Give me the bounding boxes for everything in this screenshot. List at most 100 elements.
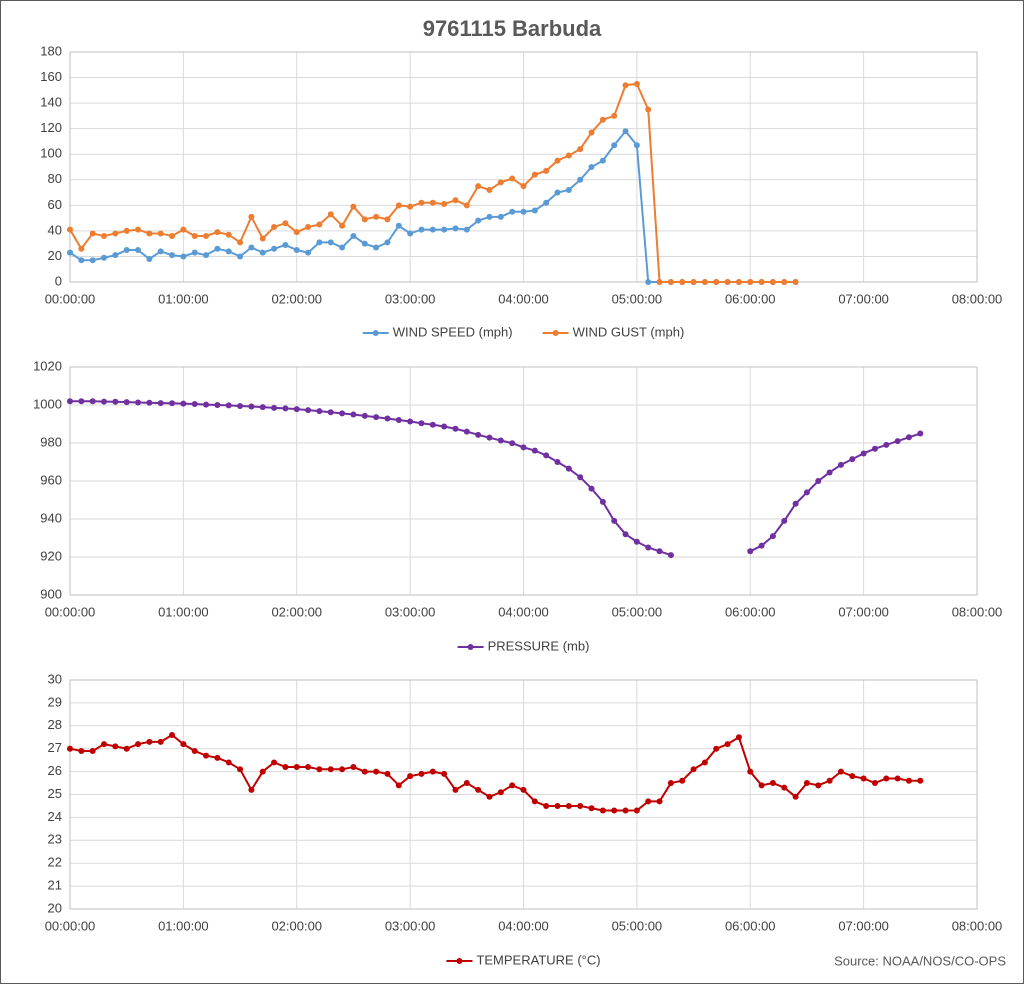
data-point — [837, 768, 844, 775]
data-point — [543, 167, 550, 174]
data-point — [611, 517, 618, 524]
data-point — [724, 741, 731, 748]
data-point — [554, 189, 561, 196]
y-tick-label: 20 — [48, 248, 62, 263]
y-tick-label: 940 — [40, 510, 62, 525]
data-point — [633, 142, 640, 149]
data-point — [78, 398, 85, 405]
data-point — [203, 752, 210, 759]
data-point — [735, 279, 742, 285]
data-point — [803, 780, 810, 787]
data-point — [645, 279, 652, 285]
data-point — [271, 759, 278, 766]
data-point — [849, 456, 856, 463]
data-point — [747, 768, 754, 775]
data-point — [588, 129, 595, 136]
data-point — [327, 766, 334, 773]
series-line — [69, 733, 921, 812]
y-tick-label: 25 — [48, 786, 62, 801]
data-point — [191, 249, 198, 256]
data-point — [157, 230, 164, 237]
data-point — [350, 411, 357, 418]
data-point — [384, 770, 391, 777]
data-point — [894, 438, 901, 445]
data-point — [407, 203, 414, 210]
data-point — [237, 402, 244, 409]
x-tick-label: 02:00:00 — [271, 918, 322, 933]
plot-border — [69, 51, 978, 283]
data-point — [135, 399, 142, 406]
data-point — [67, 398, 73, 405]
data-point — [452, 425, 459, 432]
data-point — [758, 782, 765, 789]
data-point — [282, 764, 289, 771]
x-tick-label: 06:00:00 — [725, 604, 776, 619]
data-point — [588, 805, 595, 812]
data-point — [259, 235, 266, 242]
data-point — [475, 217, 482, 224]
data-point — [248, 213, 255, 220]
data-point — [225, 248, 232, 255]
data-point — [486, 793, 493, 800]
data-point — [259, 404, 266, 411]
y-tick-label: 80 — [48, 171, 62, 186]
data-point — [905, 777, 912, 784]
data-point — [112, 398, 119, 405]
x-tick-label: 01:00:00 — [158, 918, 209, 933]
data-point — [271, 404, 278, 411]
data-point — [339, 244, 346, 251]
data-point — [384, 415, 391, 422]
data-point — [293, 406, 300, 413]
data-point — [384, 239, 391, 246]
data-point — [531, 171, 538, 178]
data-point — [565, 187, 572, 193]
data-point — [463, 780, 470, 787]
data-point — [599, 116, 606, 123]
data-point — [656, 279, 663, 285]
data-point — [611, 112, 618, 119]
data-point — [565, 465, 572, 472]
data-point — [327, 239, 334, 246]
data-point — [180, 253, 187, 260]
data-point — [497, 213, 504, 220]
y-tick-label: 22 — [48, 855, 62, 870]
data-point — [803, 489, 810, 496]
legend-label: TEMPERATURE (°C) — [476, 952, 600, 967]
data-point — [486, 187, 493, 193]
data-point — [622, 531, 629, 538]
data-point — [599, 807, 606, 814]
data-point — [89, 747, 96, 754]
data-point — [781, 517, 788, 524]
data-point — [871, 780, 878, 787]
data-point — [645, 106, 652, 113]
data-point — [361, 768, 368, 775]
data-point — [112, 230, 119, 237]
data-point — [611, 142, 618, 149]
data-point — [701, 759, 708, 766]
data-point — [645, 798, 652, 805]
data-point — [384, 216, 391, 223]
data-point — [67, 226, 73, 233]
x-tick-label: 07:00:00 — [838, 291, 889, 306]
data-point — [577, 474, 584, 481]
chart-title: 9761115 Barbuda — [423, 16, 602, 41]
plot-border — [69, 366, 978, 596]
data-point — [373, 768, 380, 775]
data-point — [633, 807, 640, 814]
data-point — [350, 203, 357, 210]
data-point — [554, 802, 561, 809]
y-tick-label: 920 — [40, 548, 62, 563]
data-point — [214, 229, 221, 236]
data-point — [713, 745, 720, 752]
data-point — [191, 747, 198, 754]
y-tick-label: 26 — [48, 763, 62, 778]
data-point — [67, 249, 73, 256]
data-point — [883, 775, 890, 782]
x-tick-label: 03:00:00 — [385, 291, 436, 306]
data-point — [259, 249, 266, 256]
data-point — [191, 401, 198, 408]
x-tick-label: 05:00:00 — [612, 604, 663, 619]
data-point — [554, 459, 561, 465]
x-tick-label: 05:00:00 — [612, 918, 663, 933]
data-point — [350, 764, 357, 771]
